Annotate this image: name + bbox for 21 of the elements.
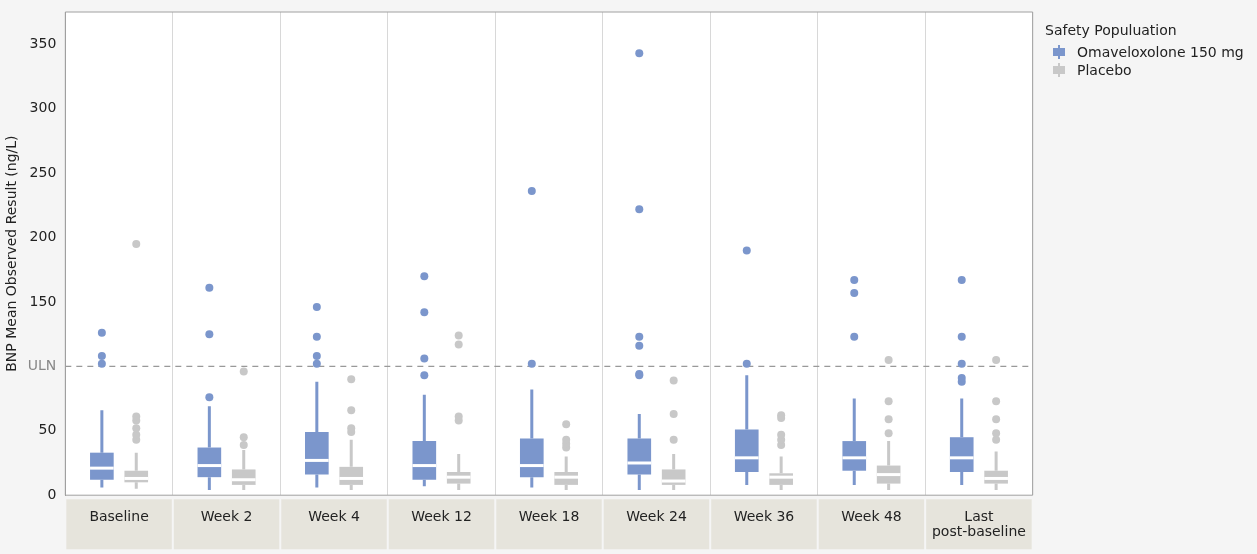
x-tick-label: Last post-baseline	[931, 507, 1026, 539]
y-tick-label: 350	[29, 34, 57, 51]
x-tick-label: Week 48	[841, 507, 902, 524]
x-tick-label: Week 18	[518, 507, 580, 524]
legend-label: Omaveloxolone 150 mg	[1077, 44, 1244, 60]
y-tick-label: 150	[29, 292, 57, 309]
y-tick-label: 0	[47, 485, 57, 502]
y-tick-label: 200	[29, 228, 57, 245]
legend-label: Placebo	[1077, 62, 1132, 78]
x-tick-label: Week 12	[411, 507, 472, 524]
x-tick-label: Week 24	[626, 507, 687, 524]
y-tick-label: ULN	[27, 356, 57, 373]
x-tick-label: Week 2	[200, 507, 253, 524]
legend-title: Safety Populuation	[1045, 22, 1178, 38]
x-tick-label: Week 36	[733, 507, 795, 524]
x-tick-label: Baseline	[89, 507, 149, 524]
x-tick-label: Week 4	[308, 507, 360, 524]
y-axis-title: BNP Mean Observed Result (ng/L)	[3, 135, 20, 372]
y-tick-label: 300	[29, 99, 57, 116]
y-tick-label: 250	[29, 163, 57, 180]
y-tick-label: 50	[38, 421, 57, 438]
